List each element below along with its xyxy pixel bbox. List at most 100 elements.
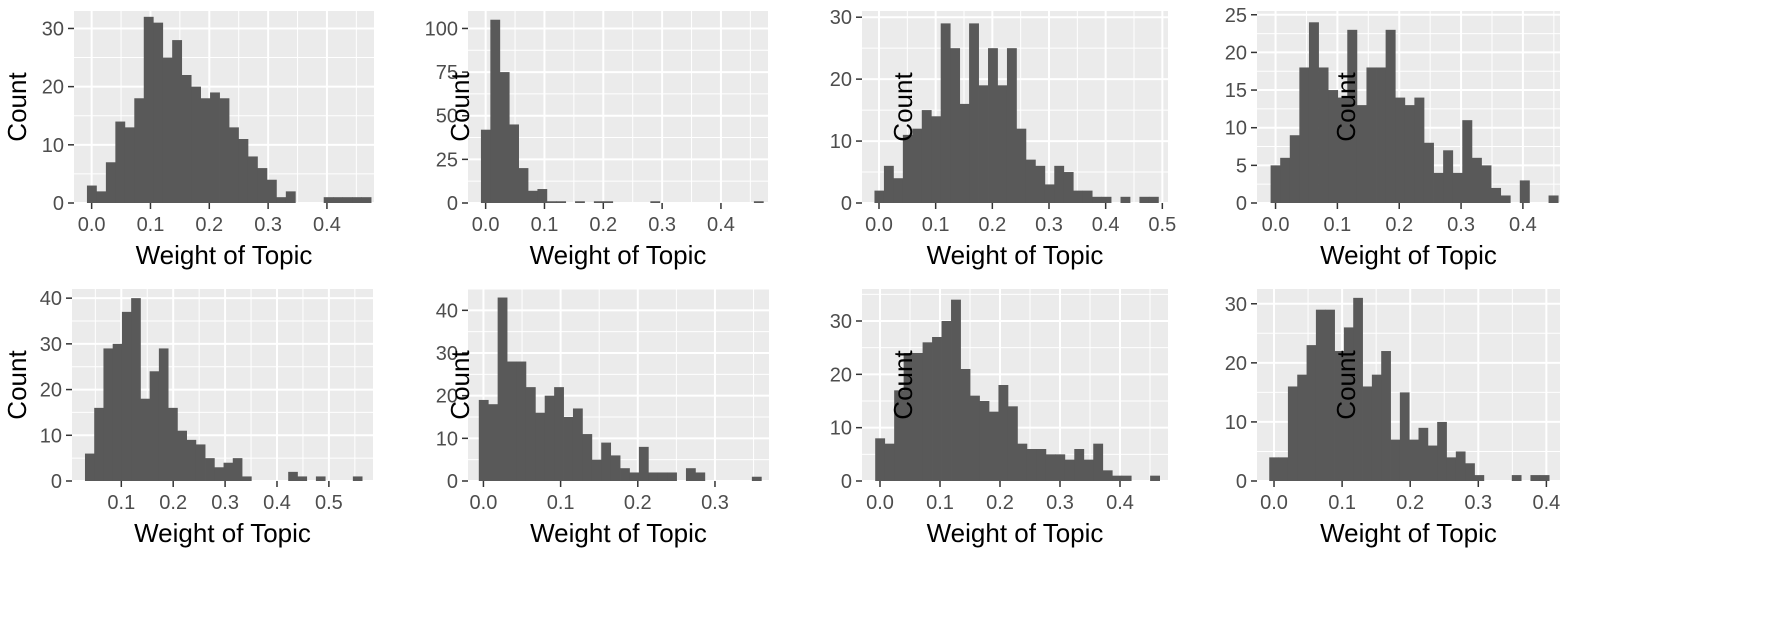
x-tick-label: 0.1 [107,492,135,514]
y-tick-label: 30 [830,7,852,29]
histogram-bar [1539,475,1550,481]
y-tick-label: 30 [436,343,458,365]
x-tick-label: 0.1 [547,492,575,514]
histogram-bar [210,92,220,203]
histogram-bar [257,168,268,203]
histogram-bar [1409,439,1419,481]
histogram-bar [537,189,548,203]
x-axis-title: Weight of Topic [1320,518,1497,548]
histogram-bar [1083,459,1094,481]
x-tick-label: 0.2 [624,492,652,514]
histogram-bar [342,197,353,203]
histogram-bar [902,134,913,203]
histogram-bar [1064,459,1075,481]
histogram-bar [242,476,252,481]
histogram-bar [528,190,538,203]
histogram-bar [1325,309,1335,481]
histogram-panel-5: 0.1 0.2 0.3 0.4 0.5 0 10 20 30 40 Weight of Topic C… [0,288,443,620]
histogram-svg: 0.0 0.1 0.2 0.3 0.4 0 10 20 30 Weight of Topic Cou… [830,289,1168,548]
histogram-bar [1437,421,1447,481]
histogram-bar [629,472,640,481]
histogram-bar [1102,470,1113,481]
histogram-bar [648,472,659,481]
histogram-bar [1462,120,1473,203]
histogram-bar [969,23,979,203]
histogram-bar [1353,297,1363,481]
histogram-bar [1045,454,1056,481]
histogram-svg: 0.0 0.1 0.2 0.3 0.4 0.5 0 10 20 30 Weight of Topic… [830,7,1176,270]
histogram-bar [1465,463,1475,481]
histogram-bar [657,472,668,481]
histogram-bar [1093,443,1104,481]
histogram-bar [1371,374,1382,481]
x-tick-label: 0.3 [1046,492,1074,514]
histogram-bar [620,468,630,481]
x-tick-label: 0.5 [1148,214,1176,236]
histogram-bar [913,353,923,481]
histogram-svg: 0.1 0.2 0.3 0.4 0.5 0 10 20 30 40 Weight of Topic C… [2,288,373,548]
histogram-bar [333,197,344,203]
histogram-bar [1390,439,1401,481]
histogram-bar [1318,67,1329,204]
x-tick-label: 0.0 [78,214,106,236]
x-axis-title: Weight of Topic [530,240,707,270]
y-axis-title: Count [2,350,32,420]
x-tick-label: 0.1 [1328,492,1356,514]
y-tick-label: 10 [1225,412,1247,434]
x-axis-title: Weight of Topic [927,240,1104,270]
histogram-bar [753,201,764,203]
histogram-panel-1: 0.0 0.1 0.2 0.3 0.4 0 10 20 30 Weight of Topic Cou… [0,0,443,310]
histogram-bar [1016,128,1027,203]
x-tick-label: 0.5 [315,492,343,514]
histogram-bar [941,321,952,481]
histogram-bar [970,395,980,481]
histogram-bar [1343,327,1354,481]
histogram-panel-8: 0.0 0.1 0.2 0.3 0.4 0 10 20 30 Weight of Topic Cou… [1225,289,1772,620]
histogram-bar [200,98,211,203]
y-tick-label: 20 [40,380,62,402]
histogram-bar [1055,454,1066,481]
histogram-bar [1006,48,1017,204]
x-tick-label: 0.1 [1323,214,1351,236]
histogram-svg: 0.0 0.1 0.2 0.3 0 10 20 30 40 Weight of Topic Coun… [436,288,769,548]
histogram-bar [497,297,508,481]
histogram-bar [1073,190,1084,203]
histogram-bar [94,407,104,481]
histogram-bar [1297,374,1307,481]
histogram-bar [884,443,895,481]
histogram-bar [149,371,160,481]
y-tick-label: 10 [436,428,458,450]
histogram-bar [998,385,1009,481]
x-tick-label: 0.1 [137,214,165,236]
histogram-bar [1270,165,1281,203]
histogram-bar [153,22,164,203]
histogram-bar [575,201,585,203]
histogram-bar [1385,29,1396,203]
histogram-bar [229,127,239,203]
histogram-bar [124,127,135,203]
y-axis-title: Count [1331,350,1361,420]
histogram-bar [535,412,546,481]
histogram-bar [1269,457,1279,481]
histogram-bar [695,472,706,481]
histogram-svg: 0.0 0.1 0.2 0.3 0.4 0 5 10 15 20 25 Weight of Topic… [1225,5,1560,270]
histogram-bar [276,197,287,203]
histogram-bar [544,395,555,481]
y-tick-label: 40 [436,300,458,322]
x-tick-label: 0.3 [1035,214,1063,236]
histogram-bar [1035,165,1046,203]
histogram-bar [352,197,362,203]
x-tick-label: 0.0 [470,492,498,514]
y-tick-label: 20 [1225,42,1247,64]
histogram-bar [247,156,258,203]
y-tick-label: 100 [425,18,458,40]
histogram-bar [1308,22,1319,204]
histogram-bar [297,476,308,481]
x-tick-label: 0.0 [1260,492,1288,514]
histogram-bar [874,190,885,203]
histogram-bar [323,197,334,203]
histogram-bar [1101,196,1112,203]
histogram-bar [507,361,517,481]
histogram-bar [751,476,762,481]
histogram-bar [162,57,173,203]
